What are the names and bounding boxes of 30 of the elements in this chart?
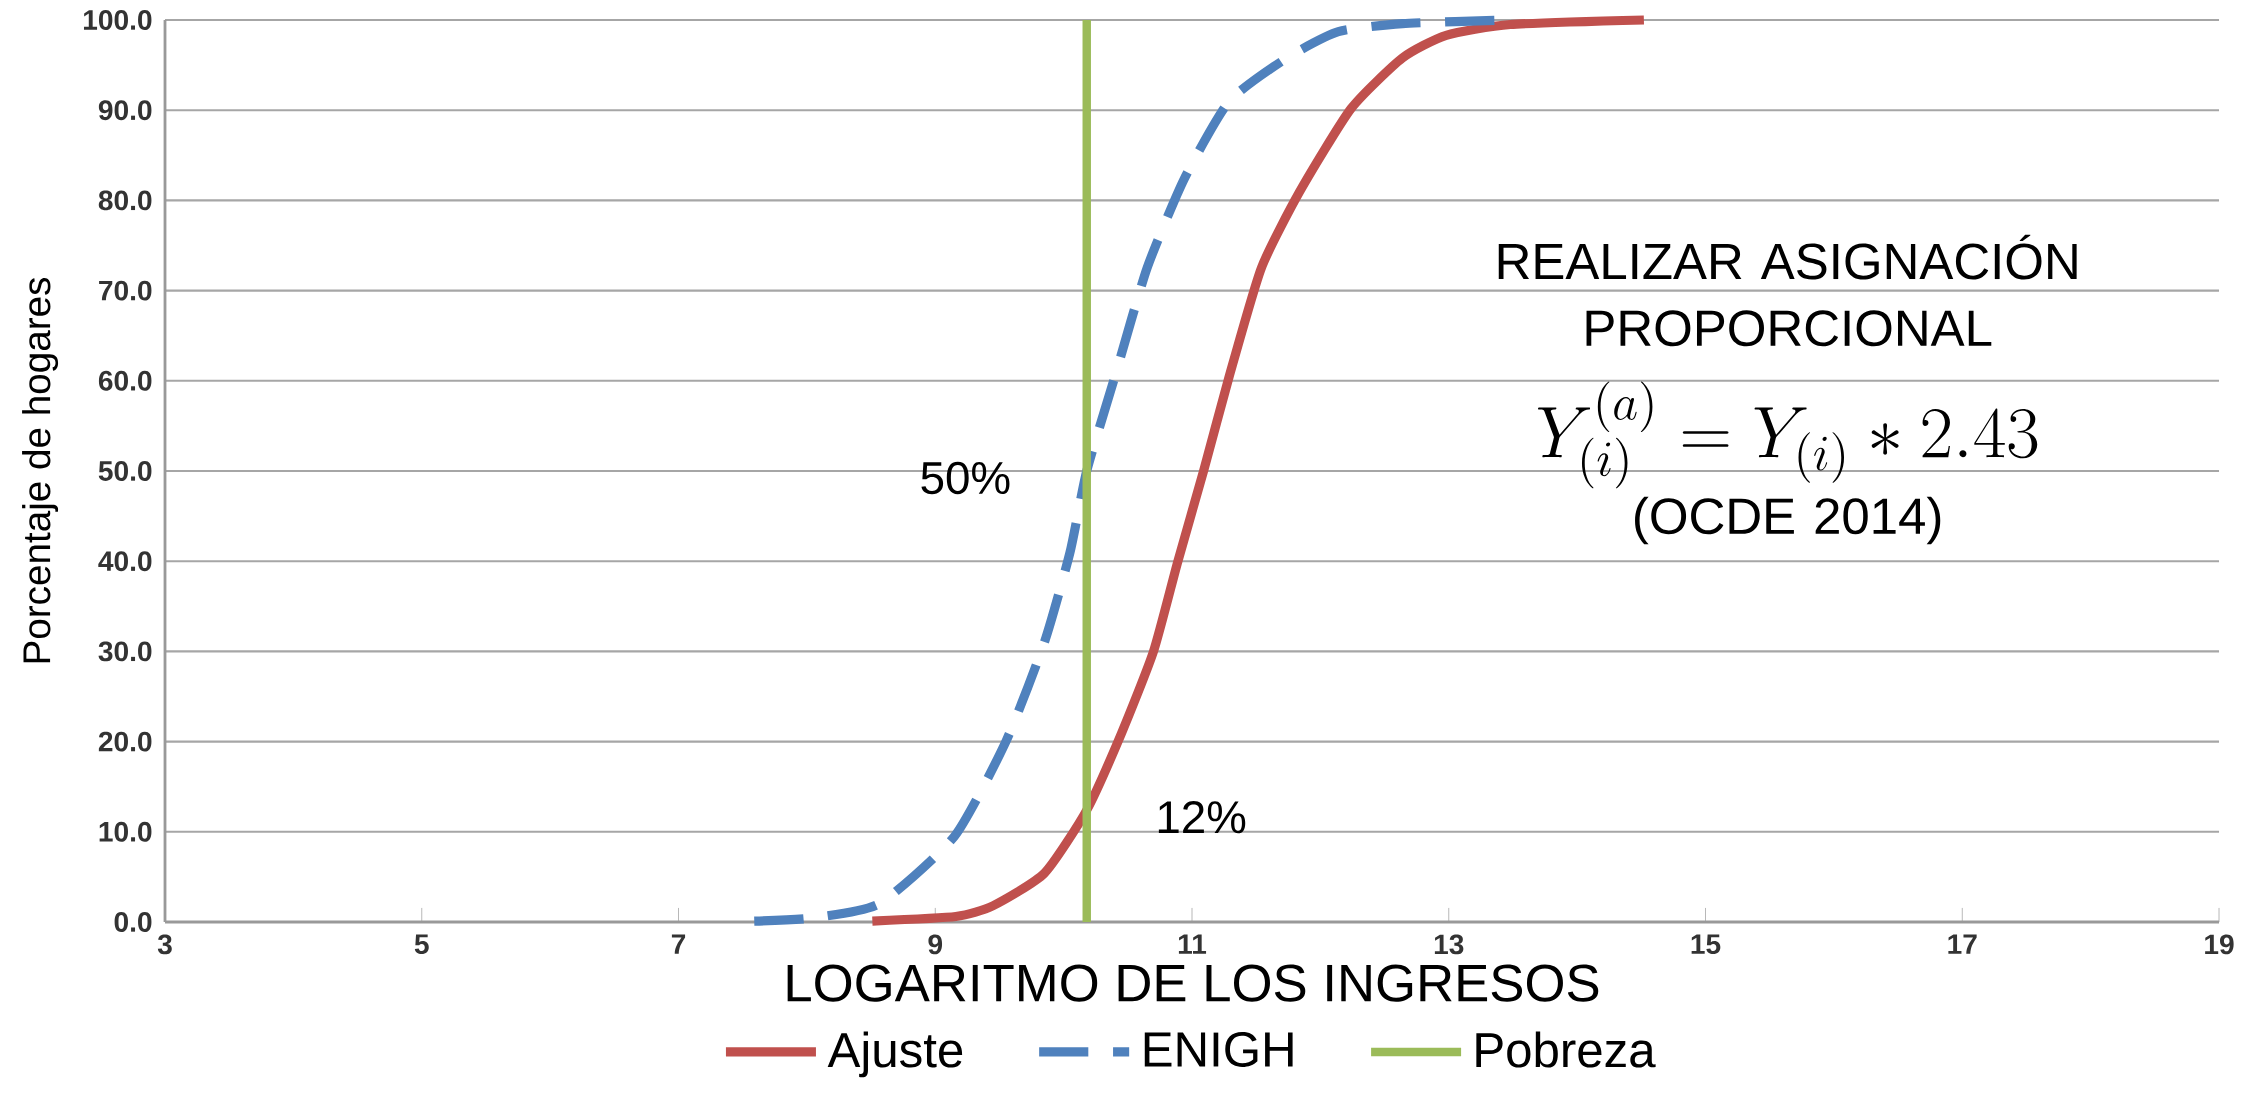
y-tick-label: 20.0: [98, 731, 152, 752]
y-tick-label: 80.0: [98, 190, 152, 211]
y-tick-label: 30.0: [98, 641, 152, 662]
y-tick-label: 0.0: [114, 912, 152, 932]
x-tick-label: 17: [1948, 934, 1977, 954]
y-tick-label: 10.0: [99, 821, 152, 842]
x-tick-label: 15: [1691, 934, 1721, 955]
annotation: 50%: [921, 461, 1010, 495]
y-tick-label: 90.0: [98, 100, 152, 121]
x-tick-label: 9: [928, 934, 943, 955]
annotation: 12%: [1158, 801, 1246, 834]
legend-label: Ajuste: [827, 1031, 963, 1078]
y-tick-label: 60.0: [98, 370, 152, 391]
x-tick-label: 11: [1178, 934, 1207, 954]
x-axis-title: LOGARITMO DE LOS INGRESOS: [787, 964, 1599, 1002]
y-tick-label: 70.0: [99, 280, 152, 301]
y-tick-label: 40.0: [98, 551, 152, 572]
legend-label: ENIGH: [1144, 1032, 1293, 1067]
x-tick-label: 19: [2205, 934, 2234, 955]
x-tick-label: 5: [414, 934, 429, 955]
x-tick-label: 7: [671, 934, 686, 954]
x-tick-label: 13: [1434, 934, 1464, 955]
annotation: (OCDE 2014): [1635, 496, 1941, 545]
annotation: $Y_{(i)}^{(a)} = Y_{(i)} * 2.43$: [1538, 381, 2038, 489]
y-tick-label: 50.0: [98, 461, 152, 481]
y-tick-label: 100.0: [83, 10, 152, 30]
y-axis-title: Porcentaje de hogares: [22, 277, 59, 663]
legend-label: Pobreza: [1476, 1031, 1656, 1068]
x-tick-label: 3: [157, 934, 172, 955]
annotation: REALIZAR ASIGNACIÓN PROPORCIONAL: [1498, 234, 2077, 347]
